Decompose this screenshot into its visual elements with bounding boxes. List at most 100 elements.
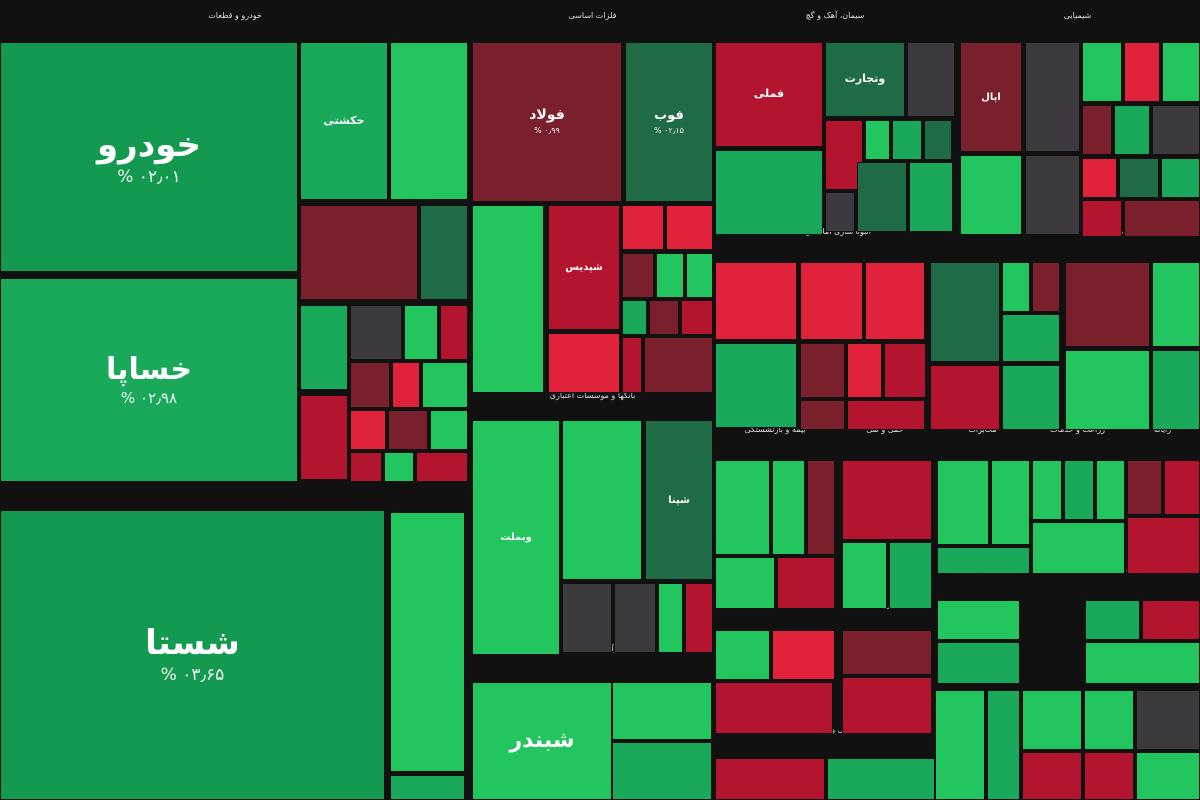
stock-tile[interactable]: فوب % ۰۲٫۱۵ — [625, 42, 713, 202]
stock-tile[interactable] — [1085, 642, 1200, 684]
stock-tile[interactable] — [847, 343, 882, 398]
stock-tile[interactable] — [935, 690, 985, 800]
stock-tile[interactable] — [777, 557, 835, 609]
stock-tile[interactable]: وبملت — [472, 420, 560, 655]
stock-tile[interactable] — [937, 460, 989, 545]
stock-tile[interactable] — [800, 400, 845, 430]
stock-tile[interactable] — [1082, 105, 1112, 155]
stock-tile[interactable] — [404, 305, 438, 360]
stock-tile[interactable] — [1002, 365, 1060, 430]
stock-tile[interactable] — [857, 162, 907, 232]
stock-tile[interactable] — [715, 460, 770, 555]
stock-tile[interactable] — [612, 742, 712, 800]
stock-tile[interactable] — [892, 120, 922, 160]
stock-tile[interactable] — [1032, 262, 1060, 312]
stock-tile[interactable] — [644, 337, 713, 393]
stock-tile[interactable] — [715, 557, 775, 609]
stock-tile[interactable] — [1082, 42, 1122, 102]
stock-tile[interactable] — [715, 630, 770, 680]
stock-tile[interactable] — [656, 253, 684, 298]
stock-tile[interactable] — [1096, 460, 1125, 520]
stock-tile[interactable] — [842, 542, 887, 609]
stock-tile[interactable] — [1022, 690, 1082, 750]
stock-tile[interactable] — [1152, 350, 1200, 430]
stock-tile[interactable] — [1025, 155, 1080, 235]
stock-tile[interactable] — [842, 460, 932, 540]
stock-tile[interactable] — [390, 42, 468, 200]
stock-tile[interactable]: حکشتی — [300, 42, 388, 200]
stock-tile[interactable] — [772, 460, 805, 555]
stock-tile[interactable] — [842, 630, 932, 675]
stock-tile[interactable] — [430, 410, 468, 450]
stock-tile[interactable] — [1065, 350, 1150, 430]
stock-tile[interactable] — [666, 205, 713, 250]
stock-tile[interactable] — [390, 512, 465, 772]
stock-tile[interactable] — [715, 262, 797, 340]
stock-tile[interactable] — [715, 758, 825, 800]
stock-tile[interactable] — [350, 452, 382, 482]
stock-tile[interactable]: شبندر — [472, 682, 612, 800]
stock-tile[interactable] — [622, 205, 664, 250]
stock-tile[interactable] — [1085, 600, 1140, 640]
stock-tile[interactable] — [562, 420, 642, 580]
stock-tile[interactable] — [1152, 105, 1200, 155]
stock-tile[interactable] — [1161, 158, 1200, 198]
stock-tile[interactable] — [350, 410, 386, 450]
stock-tile[interactable] — [1164, 460, 1200, 515]
stock-tile[interactable]: اپال — [960, 42, 1022, 152]
stock-tile[interactable] — [1084, 752, 1134, 800]
stock-tile[interactable] — [622, 337, 642, 393]
stock-tile[interactable] — [472, 205, 544, 393]
stock-tile[interactable] — [825, 120, 863, 190]
stock-tile[interactable] — [937, 642, 1020, 684]
stock-tile[interactable] — [681, 300, 713, 335]
stock-tile[interactable] — [420, 205, 468, 300]
stock-tile[interactable]: شستا% ۰۳٫۶۵ — [0, 510, 385, 800]
stock-tile[interactable] — [884, 343, 926, 398]
stock-tile[interactable] — [622, 253, 654, 298]
stock-tile[interactable] — [392, 362, 420, 408]
stock-tile[interactable] — [658, 583, 683, 653]
stock-tile[interactable]: خودرو% ۰۲٫۰۱ — [0, 42, 298, 272]
stock-tile[interactable] — [384, 452, 414, 482]
stock-tile[interactable] — [807, 460, 835, 555]
stock-tile[interactable] — [1002, 262, 1030, 312]
stock-tile[interactable] — [1136, 752, 1200, 800]
stock-tile[interactable] — [1124, 200, 1200, 237]
stock-tile[interactable] — [649, 300, 679, 335]
stock-tile[interactable] — [847, 400, 925, 430]
stock-tile[interactable]: شپدیس — [548, 205, 620, 330]
stock-tile[interactable] — [991, 460, 1030, 545]
stock-tile[interactable] — [800, 262, 863, 340]
stock-tile[interactable] — [907, 42, 955, 117]
stock-tile[interactable]: وتجارت — [825, 42, 905, 117]
stock-tile[interactable] — [422, 362, 468, 408]
stock-tile[interactable] — [1065, 262, 1150, 347]
stock-tile[interactable] — [930, 262, 1000, 362]
stock-tile[interactable] — [1032, 460, 1062, 520]
stock-tile[interactable] — [772, 630, 835, 680]
stock-tile[interactable] — [1124, 42, 1160, 102]
stock-tile[interactable]: شپنا — [645, 420, 713, 580]
stock-tile[interactable] — [548, 333, 620, 393]
stock-tile[interactable] — [388, 410, 428, 450]
stock-tile[interactable] — [1152, 262, 1200, 347]
stock-tile[interactable] — [1162, 42, 1200, 102]
stock-tile[interactable] — [350, 305, 402, 360]
stock-tile[interactable] — [827, 758, 935, 800]
stock-tile[interactable] — [889, 542, 932, 609]
stock-tile[interactable] — [825, 192, 855, 232]
stock-tile[interactable] — [1064, 460, 1094, 520]
stock-tile[interactable] — [909, 162, 953, 232]
stock-tile[interactable] — [987, 690, 1020, 800]
stock-tile[interactable] — [1127, 517, 1200, 574]
stock-tile[interactable] — [300, 395, 348, 480]
stock-tile[interactable] — [1082, 158, 1117, 198]
stock-tile[interactable] — [622, 300, 647, 335]
stock-tile[interactable] — [800, 343, 845, 398]
stock-tile[interactable] — [1002, 314, 1060, 362]
stock-tile[interactable]: خساپا % ۰۲٫۹۸ — [0, 278, 298, 482]
stock-tile[interactable] — [612, 682, 712, 740]
stock-tile[interactable] — [715, 343, 797, 428]
stock-tile[interactable] — [1032, 522, 1125, 574]
